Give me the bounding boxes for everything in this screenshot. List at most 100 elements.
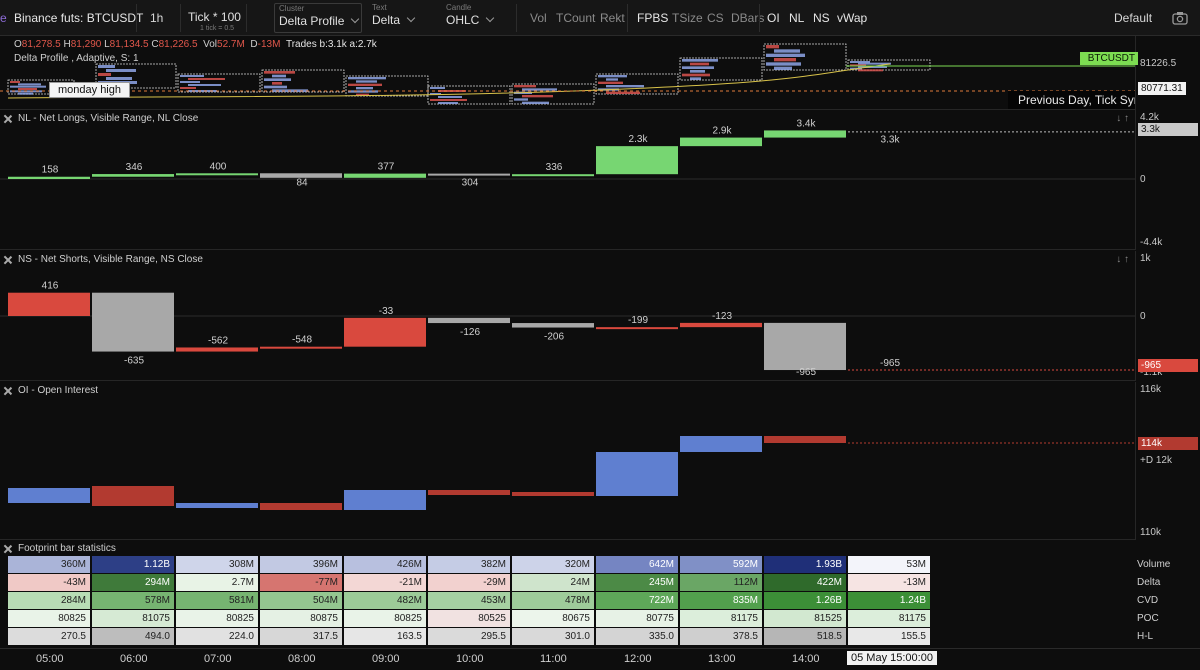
stats-cell: 1.24B: [848, 592, 931, 609]
stats-cell: 494.0: [92, 628, 175, 645]
nl-bar: [680, 137, 762, 147]
stats-cell: 80675: [512, 610, 595, 627]
layout-selector[interactable]: Default: [1114, 0, 1152, 36]
stats-cell: 53M: [848, 556, 931, 573]
camera-icon[interactable]: [1172, 0, 1188, 36]
toggle-oi[interactable]: OI: [767, 11, 780, 25]
ns-bar-label: -548: [292, 335, 312, 346]
last-price-label: 81226.5: [1140, 58, 1177, 69]
stats-cell: 284M: [8, 592, 91, 609]
nl-panel[interactable]: NL - Net Longs, Visible Range, NL Close …: [0, 110, 1135, 250]
toggle-dbars[interactable]: DBars: [731, 11, 765, 25]
ns-arrows[interactable]: ↓ ↑: [1116, 254, 1129, 265]
close-icon[interactable]: [4, 115, 12, 123]
nl-last-tag: 3.3k: [1138, 123, 1198, 136]
ns-title: NS - Net Shorts, Visible Range, NS Close: [4, 254, 203, 265]
toggle-ns[interactable]: NS: [813, 11, 830, 25]
nl-arrows[interactable]: ↓ ↑: [1116, 113, 1129, 124]
ohlc-l-label: L: [104, 39, 110, 50]
stats-cell: 378.5: [680, 628, 763, 645]
text-selector[interactable]: Text Delta: [372, 3, 436, 33]
nl-bar-label: 336: [546, 162, 563, 173]
main-price-panel[interactable]: O81,278.5 H81,290 L81,134.5 C81,226.5 Vo…: [0, 36, 1135, 110]
stats-row-label: CVD: [1137, 595, 1159, 606]
toggle-cs[interactable]: CS: [707, 11, 724, 25]
nl-bar-label: 3.4k: [797, 118, 817, 129]
time-tick: 14:00: [792, 653, 820, 665]
oi-axis-top: 116k: [1140, 384, 1161, 395]
toggle-rekt[interactable]: Rekt: [600, 11, 625, 25]
text-value: Delta: [372, 13, 401, 27]
nl-bar: [176, 173, 258, 176]
toggle-vol[interactable]: Vol: [530, 11, 547, 25]
stats-cell: 360M: [8, 556, 91, 573]
close-icon[interactable]: [4, 256, 12, 264]
tick-size-selector[interactable]: Tick * 100 1 tick = 0.5: [188, 3, 268, 33]
price-level-tag: 80771.31: [1138, 82, 1186, 95]
stats-cell: -21M: [344, 574, 427, 591]
indicator-label[interactable]: Delta Profile , Adaptive, S: 1: [14, 53, 139, 64]
symbol-selector[interactable]: Binance futs: BTCUSDT: [14, 0, 143, 36]
ohlc-o-value: 81,278.5: [21, 39, 61, 50]
cluster-value: Delta Profile: [279, 14, 345, 28]
stats-cell: 335.0: [596, 628, 679, 645]
ns-bar: [260, 346, 342, 349]
toggle-tsize[interactable]: TSize: [672, 11, 703, 25]
nl-bar-label: 304: [462, 178, 479, 189]
oi-axis[interactable]: 116k 114k +D 12k 110k: [1135, 382, 1200, 540]
nl-axis[interactable]: 4.2k 3.3k 0 -4.4k: [1135, 110, 1200, 250]
toggle-tcount[interactable]: TCount: [556, 11, 596, 25]
ns-bar-label: -635: [124, 356, 144, 367]
nl-bar-label: 377: [378, 162, 395, 173]
tick-size-value: Tick * 100: [188, 10, 241, 24]
footprint-stats-panel: Footprint bar statistics 360M 1.12B 308M 39…: [0, 541, 1200, 649]
oi-panel[interactable]: OI - Open Interest: [0, 382, 1135, 540]
close-icon[interactable]: [4, 545, 12, 553]
stats-cell: 396M: [260, 556, 343, 573]
cluster-selector[interactable]: Cluster Delta Profile: [274, 3, 362, 33]
monday-high-label[interactable]: monday high: [49, 82, 130, 98]
close-icon[interactable]: [4, 387, 12, 395]
footprint-bar: [679, 57, 763, 81]
toggle-vwap[interactable]: vWap: [837, 11, 868, 25]
candle-value: OHLC: [446, 13, 480, 27]
stats-cell: 81525: [764, 610, 847, 627]
time-axis[interactable]: 05:00 06:00 07:00 08:00 09:00 10:00 11:00 12:00…: [0, 648, 1200, 670]
stats-cell: 478M: [512, 592, 595, 609]
ns-last-tag: -965: [1138, 359, 1198, 372]
oi-bar: [680, 436, 762, 452]
stats-cell: 592M: [680, 556, 763, 573]
stats-title: Footprint bar statistics: [4, 543, 116, 554]
stats-cell: 722M: [596, 592, 679, 609]
time-tick: 10:00: [456, 653, 484, 665]
stats-cell: 245M: [596, 574, 679, 591]
stats-cell: 1.93B: [764, 556, 847, 573]
toggle-nl[interactable]: NL: [789, 11, 805, 25]
ns-axis[interactable]: 1k 0 -1.1k -965: [1135, 251, 1200, 381]
oi-title-text: OI - Open Interest: [18, 385, 99, 396]
stats-cell: -13M: [848, 574, 931, 591]
time-tick: 13:00: [708, 653, 736, 665]
stats-cell: 224.0: [176, 628, 259, 645]
stats-cell: 80775: [596, 610, 679, 627]
previous-day-label[interactable]: Previous Day, Tick Sync: [1008, 91, 1135, 109]
nl-title: NL - Net Longs, Visible Range, NL Close: [4, 113, 198, 124]
stats-row-label: H-L: [1137, 631, 1154, 642]
ns-bar: [680, 322, 762, 328]
main-price-axis[interactable]: BTCUSDT 81226.5 80771.31: [1080, 36, 1200, 110]
candle-selector[interactable]: Candle OHLC: [446, 3, 516, 33]
ns-bar-label: -965: [796, 367, 816, 378]
cluster-caption: Cluster: [279, 4, 305, 13]
timeframe-selector[interactable]: 1h: [150, 0, 163, 36]
stats-cell: 301.0: [512, 628, 595, 645]
stats-row-label: Volume: [1137, 559, 1171, 570]
symbol-tag: BTCUSDT: [1080, 52, 1138, 65]
ns-bar: [764, 322, 846, 371]
stats-row-label: POC: [1137, 613, 1159, 624]
stats-cell: 308M: [176, 556, 259, 573]
time-tick: 11:00: [540, 653, 567, 665]
nl-bar: [92, 174, 174, 177]
ns-panel[interactable]: NS - Net Shorts, Visible Range, NS Close…: [0, 251, 1135, 381]
toggle-fpbs[interactable]: FPBS: [637, 11, 669, 25]
stats-cell: -77M: [260, 574, 343, 591]
